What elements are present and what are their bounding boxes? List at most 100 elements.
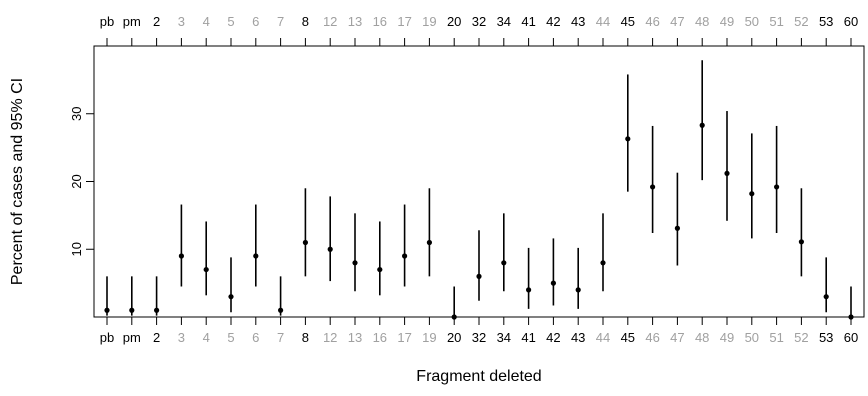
bottom-tick-label: 32 — [472, 330, 486, 345]
bottom-tick-label: 16 — [373, 330, 387, 345]
data-point — [848, 314, 854, 320]
data-point — [377, 266, 383, 273]
x-axis-title: Fragment deleted — [416, 368, 541, 385]
top-tick-label: 51 — [769, 14, 783, 29]
top-tick-label: 34 — [497, 14, 511, 29]
top-tick-label: 41 — [521, 14, 535, 29]
data-point — [451, 314, 457, 320]
top-tick-label: pm — [123, 14, 141, 29]
y-tick-label: 20 — [69, 174, 84, 188]
top-tick-label: 53 — [819, 14, 833, 29]
data-marks — [104, 60, 854, 320]
top-tick-label: 2 — [153, 14, 160, 29]
bottom-axis: pb pm 2 3 4 5 6 7 8 12 13 16 17 19 20 32 34 41 42 43 44 45 46 4… — [100, 317, 858, 345]
y-tick-label: 30 — [69, 107, 84, 121]
data-point — [749, 191, 755, 197]
data-point — [724, 170, 730, 176]
data-point — [699, 122, 705, 128]
bottom-tick-label: 13 — [348, 330, 362, 345]
top-tick-label: 4 — [203, 14, 210, 29]
top-tick-label: 12 — [323, 14, 337, 29]
y-axis: 10 20 30 — [69, 107, 94, 256]
top-tick-label: 19 — [422, 14, 436, 29]
top-axis: pb pm 2 3 4 5 6 7 8 12 13 16 17 19 20 32 34 41 42 43 44 45 46 4… — [100, 14, 858, 46]
data-point — [426, 239, 432, 246]
data-point — [600, 260, 606, 266]
data-point — [104, 307, 110, 313]
data-point — [302, 239, 308, 246]
bottom-tick-label: 44 — [596, 330, 610, 345]
top-tick-label: 20 — [447, 14, 461, 29]
bottom-tick-label: 5 — [227, 330, 234, 345]
data-point — [327, 246, 333, 252]
data-point — [674, 225, 681, 231]
top-tick-label: pb — [100, 14, 114, 29]
top-tick-label: 50 — [745, 14, 759, 29]
data-point — [625, 136, 631, 142]
y-axis-title: Percent of cases and 95% CI — [9, 78, 26, 285]
top-tick-label: 17 — [397, 14, 411, 29]
top-tick-label: 42 — [546, 14, 560, 29]
bottom-tick-label: 53 — [819, 330, 833, 345]
top-tick-label: 8 — [302, 14, 309, 29]
y-tick-label: 10 — [69, 242, 84, 256]
bottom-tick-label: 50 — [745, 330, 759, 345]
bottom-tick-label: pm — [123, 330, 141, 345]
data-point — [129, 307, 135, 313]
top-tick-label: 60 — [844, 14, 858, 29]
data-point — [798, 239, 805, 245]
bottom-tick-label: pb — [100, 330, 114, 345]
bottom-tick-label: 51 — [769, 330, 783, 345]
bottom-tick-label: 7 — [277, 330, 284, 345]
top-tick-label: 48 — [695, 14, 709, 29]
data-point — [550, 280, 557, 286]
top-tick-label: 6 — [252, 14, 259, 29]
bottom-tick-label: 19 — [422, 330, 436, 345]
top-tick-label: 45 — [621, 14, 635, 29]
bottom-tick-label: 2 — [153, 330, 160, 345]
bottom-tick-label: 42 — [546, 330, 560, 345]
data-point — [278, 307, 284, 313]
top-tick-label: 32 — [472, 14, 486, 29]
bottom-tick-label: 3 — [178, 330, 185, 345]
data-point — [203, 266, 209, 273]
data-point — [575, 287, 581, 293]
data-point — [352, 260, 358, 266]
data-point — [154, 307, 160, 313]
bottom-tick-label: 41 — [521, 330, 535, 345]
bottom-tick-label: 46 — [645, 330, 659, 345]
plot-frame — [93, 45, 865, 318]
data-point — [774, 184, 780, 190]
bottom-tick-label: 17 — [397, 330, 411, 345]
bottom-tick-label: 34 — [497, 330, 511, 345]
data-point — [253, 253, 259, 259]
top-tick-label: 3 — [178, 14, 185, 29]
top-tick-label: 13 — [348, 14, 362, 29]
top-tick-label: 44 — [596, 14, 610, 29]
bottom-tick-label: 52 — [794, 330, 808, 345]
data-point — [650, 184, 656, 190]
data-point — [823, 294, 829, 300]
top-tick-label: 46 — [645, 14, 659, 29]
bottom-tick-label: 6 — [252, 330, 259, 345]
data-point — [178, 253, 184, 259]
bottom-tick-label: 4 — [203, 330, 210, 345]
bottom-tick-label: 49 — [720, 330, 734, 345]
bottom-tick-label: 12 — [323, 330, 337, 345]
top-tick-label: 49 — [720, 14, 734, 29]
data-point — [526, 287, 532, 293]
data-point — [501, 260, 507, 266]
top-tick-label: 7 — [277, 14, 284, 29]
top-tick-label: 5 — [227, 14, 234, 29]
bottom-tick-label: 8 — [302, 330, 309, 345]
data-point — [402, 253, 408, 259]
top-tick-label: 52 — [794, 14, 808, 29]
bottom-tick-label: 43 — [571, 330, 585, 345]
top-tick-label: 47 — [670, 14, 684, 29]
top-tick-label: 43 — [571, 14, 585, 29]
data-point — [228, 294, 234, 300]
top-tick-label: 16 — [373, 14, 387, 29]
data-point — [476, 273, 482, 279]
bottom-tick-label: 48 — [695, 330, 709, 345]
